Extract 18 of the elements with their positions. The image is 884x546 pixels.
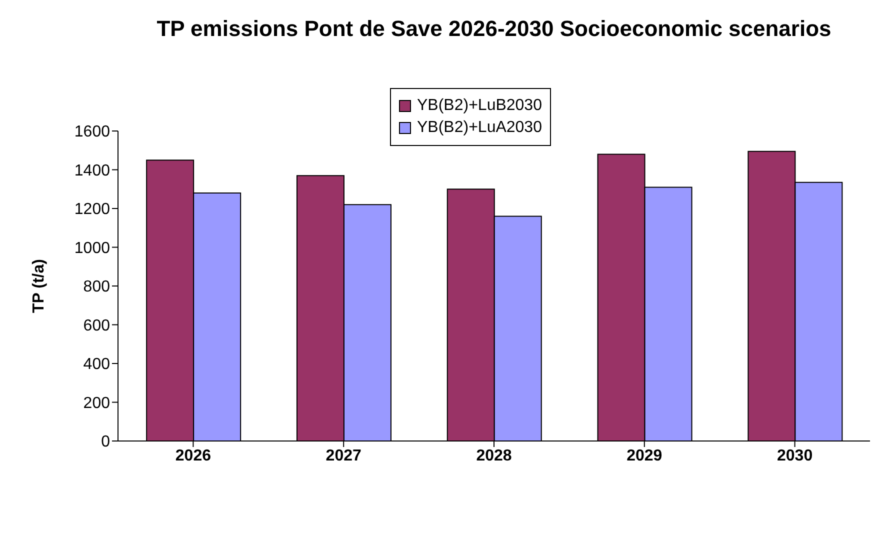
x-tick-label: 2029	[626, 447, 662, 464]
y-tick-label: 800	[83, 278, 110, 296]
x-tick-label: 2028	[476, 447, 512, 464]
chart-title: TP emissions Pont de Save 2026-2030 Socioeconomic scenarios	[156, 15, 832, 43]
y-tick-label: 600	[83, 317, 110, 334]
y-tick-label: 400	[83, 356, 110, 374]
legend-label: YB(B2)+LuA2030	[417, 119, 542, 137]
y-tick-label: 0	[101, 434, 110, 451]
y-tick-label: 1000	[74, 240, 110, 257]
y-tick-label: 1600	[74, 124, 110, 141]
legend-label: YB(B2)+LuB2030	[417, 97, 542, 115]
x-tick-label: 2026	[175, 447, 212, 464]
y-tick-label: 1200	[74, 201, 110, 218]
x-tick-label: 2030	[777, 447, 813, 464]
x-tick-label: 2027	[326, 447, 362, 464]
y-tick-label: 200	[83, 394, 110, 412]
y-tick-label: 1400	[74, 162, 110, 180]
y-axis-title: TP (t/a)	[30, 259, 48, 313]
